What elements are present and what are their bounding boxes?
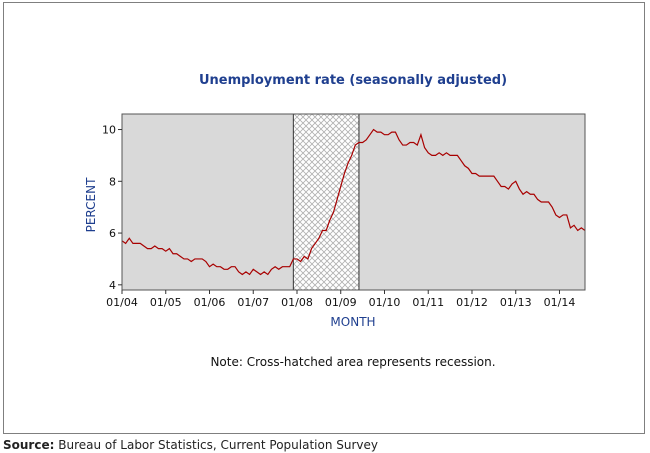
x-tick-label: 01/08 [281,296,313,309]
x-tick-label: 01/12 [456,296,488,309]
x-tick-label: 01/11 [412,296,444,309]
recession-note: Note: Cross-hatched area represents rece… [210,355,495,369]
plot-border [121,113,586,291]
source-label: Source: [3,438,55,452]
x-tick-label: 01/07 [237,296,269,309]
source-line: Source: Bureau of Labor Statistics, Curr… [3,438,378,452]
x-tick-label: 01/06 [194,296,226,309]
x-axis-label: MONTH [330,315,375,329]
recession-band [293,114,359,290]
y-tick-label: 6 [109,227,116,240]
y-axis-label: PERCENT [84,177,98,232]
x-tick-label: 01/05 [150,296,182,309]
source-text: Bureau of Labor Statistics, Current Popu… [58,438,378,452]
x-tick-label: 01/13 [500,296,532,309]
x-tick-label: 01/14 [544,296,576,309]
x-tick-label: 01/10 [369,296,401,309]
y-tick-label: 10 [102,124,116,137]
y-tick-label: 8 [109,175,116,188]
y-tick-label: 4 [109,279,116,292]
chart-title: Unemployment rate (seasonally adjusted) [199,73,507,88]
series-line-0 [121,128,586,276]
x-tick-label: 01/04 [106,296,138,309]
x-tick-label: 01/09 [325,296,357,309]
